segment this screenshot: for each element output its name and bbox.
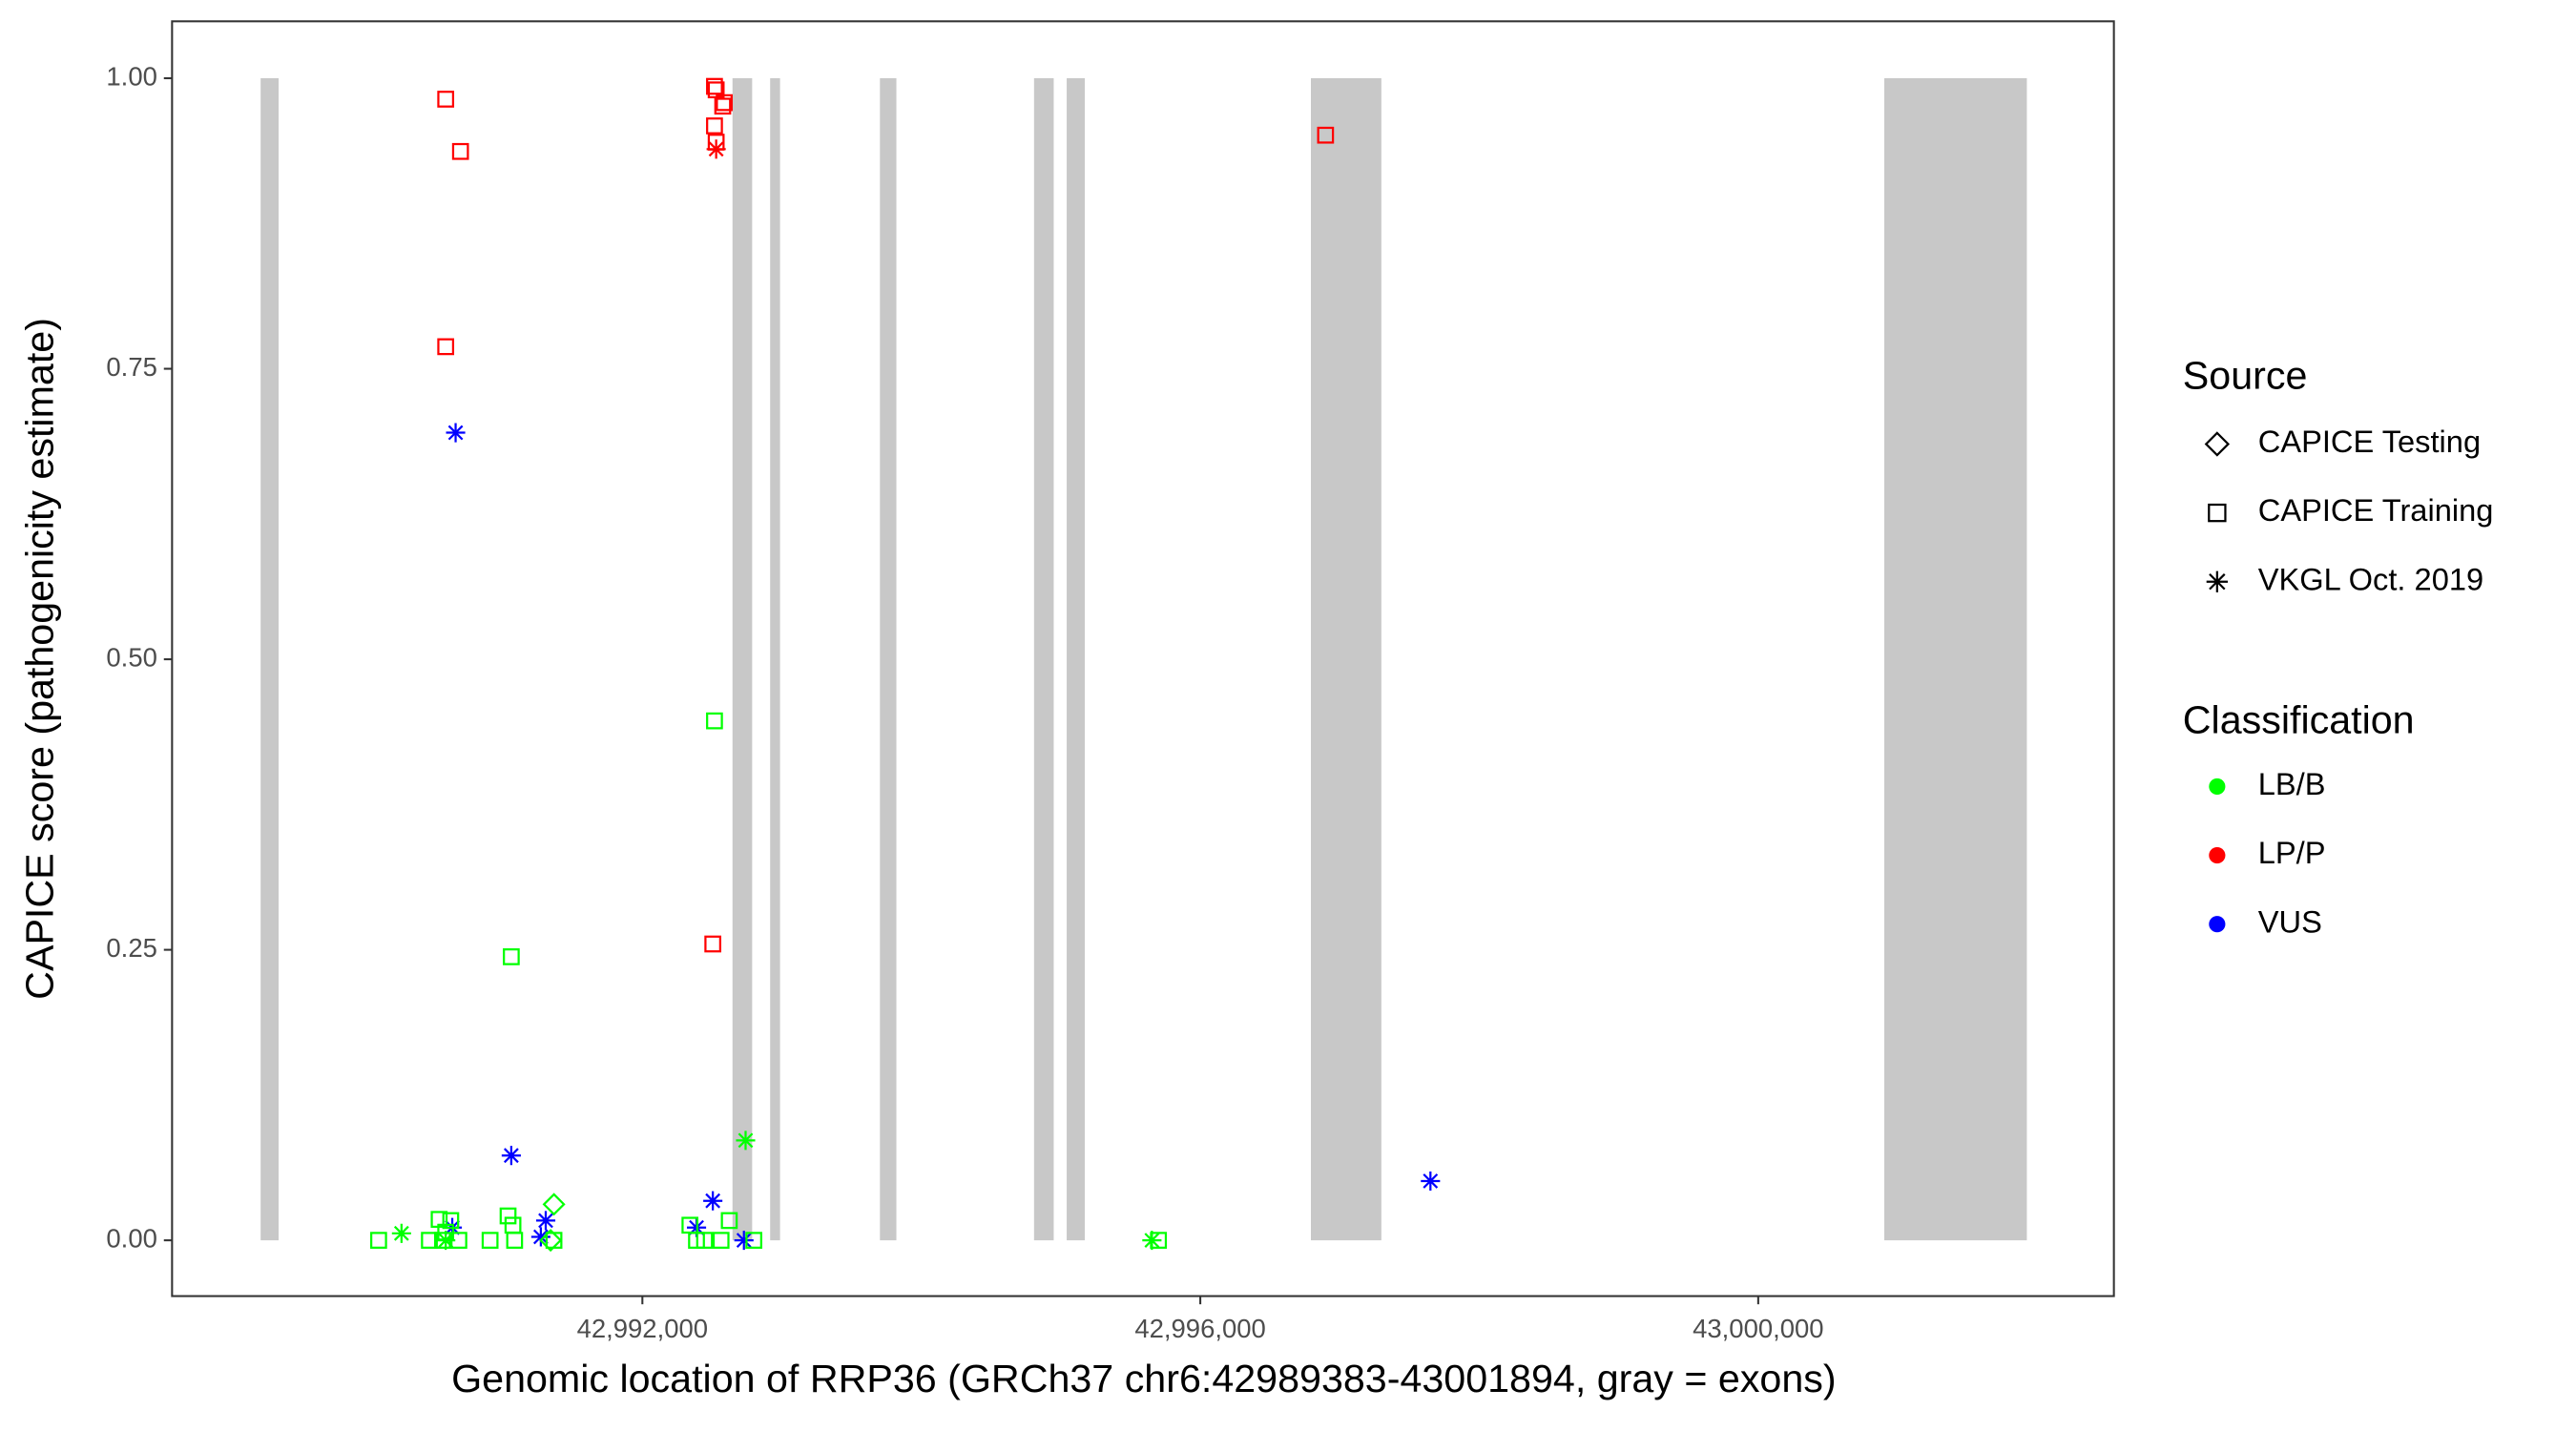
x-tick-label: 43,000,000 — [1693, 1314, 1823, 1343]
point — [716, 93, 733, 112]
exon — [1033, 78, 1054, 1241]
point — [501, 1146, 521, 1166]
y-tick-label: 0.75 — [106, 352, 156, 382]
point — [506, 1232, 524, 1249]
x-tick-label: 42,996,000 — [1134, 1314, 1265, 1343]
point — [391, 1223, 411, 1243]
legend-label: VKGL Oct. 2019 — [2258, 561, 2483, 596]
point — [706, 77, 723, 95]
x-axis-title: Genomic location of RRP36 (GRCh37 chr6:4… — [451, 1357, 1837, 1400]
point — [535, 1211, 556, 1231]
exon — [880, 78, 897, 1241]
point — [696, 1232, 714, 1249]
point — [712, 1232, 730, 1249]
legend-label: VUS — [2258, 903, 2322, 939]
y-tick-label: 1.00 — [106, 61, 156, 91]
legend-symbol — [2204, 431, 2231, 457]
y-tick-label: 0.50 — [106, 642, 156, 672]
point — [704, 935, 721, 953]
legend-title: Source — [2183, 354, 2308, 398]
point — [481, 1232, 499, 1249]
legend-label: CAPICE Testing — [2258, 424, 2481, 459]
point — [370, 1232, 387, 1249]
exon — [1884, 78, 2027, 1241]
point — [734, 1231, 754, 1251]
legend-symbol — [2208, 503, 2227, 523]
point — [437, 91, 455, 108]
panel-border — [171, 20, 2115, 1297]
point — [499, 1207, 517, 1225]
exon — [1311, 78, 1381, 1241]
legend-label: LB/B — [2258, 766, 2326, 801]
point — [542, 1192, 566, 1216]
legend-symbol — [2209, 916, 2226, 933]
point — [706, 117, 723, 135]
point — [1142, 1231, 1162, 1251]
exon — [770, 78, 780, 1241]
point — [745, 1232, 762, 1249]
y-tick-label: 0.25 — [106, 933, 156, 963]
point — [436, 1231, 456, 1251]
point — [706, 139, 726, 159]
point — [703, 1191, 723, 1211]
exon — [1067, 78, 1086, 1241]
point — [442, 1212, 460, 1230]
legend-label: CAPICE Training — [2258, 492, 2494, 528]
point — [539, 1229, 563, 1253]
point — [706, 712, 723, 730]
legend-symbol — [2209, 778, 2226, 796]
legend-symbol — [2206, 570, 2229, 592]
point — [437, 338, 455, 356]
point — [503, 948, 520, 965]
plot-panel — [172, 21, 2114, 1296]
point — [720, 1212, 738, 1230]
exon — [732, 78, 753, 1241]
x-tick-label: 42,992,000 — [577, 1314, 708, 1343]
point — [446, 423, 466, 443]
y-tick-label: 0.00 — [106, 1223, 156, 1253]
point — [736, 1130, 756, 1151]
exon — [260, 78, 280, 1241]
point — [530, 1227, 551, 1247]
point — [1421, 1171, 1441, 1192]
legend-symbol — [2209, 846, 2226, 864]
legend-title: Classification — [2183, 697, 2415, 741]
y-axis-title: CAPICE score (pathogenicity estimate) — [18, 318, 62, 1000]
point — [451, 142, 469, 160]
point — [1317, 126, 1335, 144]
legend-label: LP/P — [2258, 835, 2326, 870]
point — [714, 97, 732, 115]
